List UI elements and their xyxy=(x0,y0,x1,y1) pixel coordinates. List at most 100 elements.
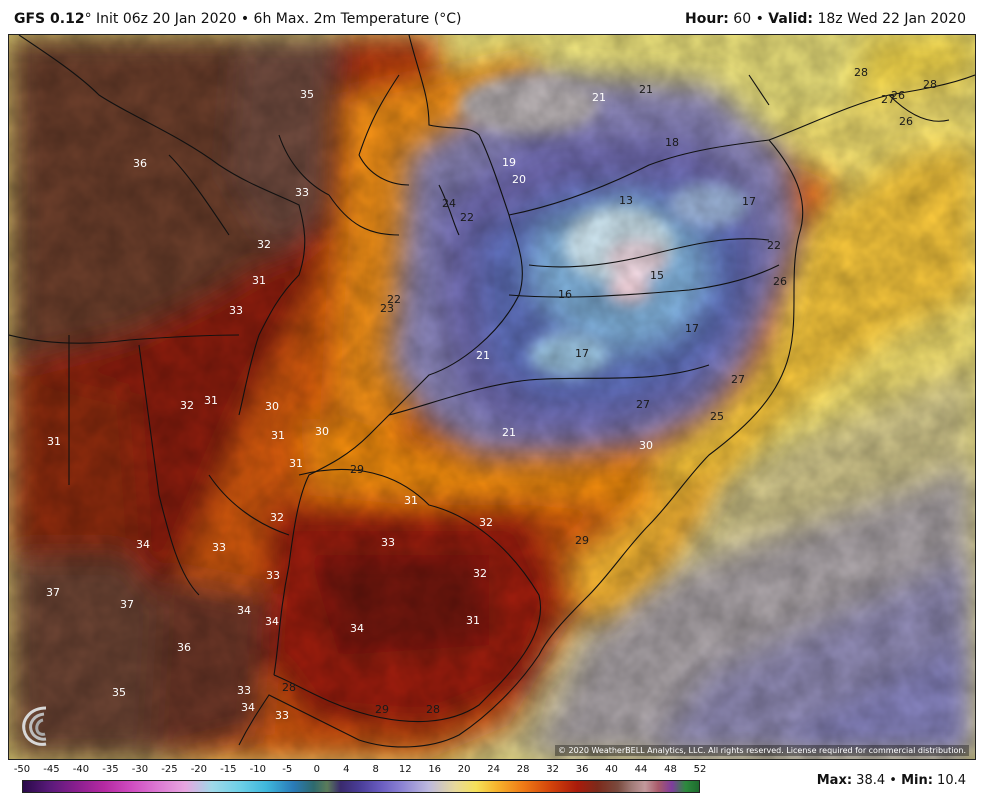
temperature-label: 27 xyxy=(636,398,650,411)
temperature-label: 34 xyxy=(350,622,364,635)
colorbar-tick: 28 xyxy=(516,764,530,775)
temperature-label: 31 xyxy=(204,394,218,407)
colorbar-tick: 24 xyxy=(487,764,501,775)
temperature-label: 34 xyxy=(265,615,279,628)
temperature-label: 30 xyxy=(315,425,329,438)
colorbar-tick: 32 xyxy=(546,764,559,775)
temperature-label: 21 xyxy=(639,83,653,96)
colorbar-tick: 44 xyxy=(634,764,648,775)
temperature-label: 20 xyxy=(512,173,526,186)
colorbar-tick-labels: -50 -45 -40 -35 -30 -25 -20 -15 -10 -5 0 4 8 12 16 20 24… xyxy=(14,764,714,778)
temperature-label: 28 xyxy=(854,66,868,79)
colorbar-tick: -50 xyxy=(13,764,31,775)
colorbar-tick: 12 xyxy=(398,764,412,775)
temperature-label: 28 xyxy=(923,78,937,91)
temperature-label: 17 xyxy=(685,322,699,335)
colorbar-gradient xyxy=(22,780,700,793)
model-name: GFS 0.12 xyxy=(14,11,85,27)
colorbar-tick: 48 xyxy=(664,764,677,775)
temperature-label: 29 xyxy=(375,703,389,716)
colorbar-tick: 52 xyxy=(693,764,707,775)
temperature-label: 32 xyxy=(473,567,487,580)
temperature-label: 17 xyxy=(575,347,589,360)
colorbar-tick: -30 xyxy=(131,764,149,775)
temperature-label: 27 xyxy=(731,373,745,386)
temperature-label: 37 xyxy=(120,598,134,611)
temperature-label: 16 xyxy=(558,288,572,301)
temperature-label: 37 xyxy=(46,586,60,599)
header: GFS 0.12° Init 06z 20 Jan 2020 • 6h Max.… xyxy=(0,0,984,34)
temperature-label: 26 xyxy=(891,89,905,102)
temperature-label: 34 xyxy=(237,604,251,617)
min-label: Min: xyxy=(901,773,933,788)
temperature-label: 32 xyxy=(479,516,493,529)
temperature-label: 30 xyxy=(639,439,653,452)
colorbar-tick: -5 xyxy=(282,764,293,775)
colorbar-tick: -25 xyxy=(161,764,178,775)
temperature-map: 35 36 33 32 31 33 21 21 19 20 18 13 17 24 22 22 23 16 15 17… xyxy=(8,34,976,760)
temperature-label: 23 xyxy=(380,302,394,315)
colorbar-tick: -40 xyxy=(72,764,90,775)
hour-value: 60 • xyxy=(728,11,769,27)
colorbar-tick: -20 xyxy=(190,764,208,775)
temperature-label: 32 xyxy=(180,399,194,412)
temperature-label: 22 xyxy=(460,211,474,224)
hour-label: Hour: xyxy=(685,11,729,27)
temperature-label: 21 xyxy=(592,91,606,104)
temperature-label: 18 xyxy=(665,136,679,149)
temperature-label: 26 xyxy=(899,115,913,128)
temperature-label: 31 xyxy=(466,614,480,627)
temperature-label: 31 xyxy=(252,274,266,287)
temperature-label: 31 xyxy=(404,494,418,507)
colorbar-tick: 0 xyxy=(313,764,320,775)
temperature-label: 13 xyxy=(619,194,633,207)
max-min-readout: Max: 38.4 • Min: 10.4 xyxy=(817,773,966,788)
temperature-label: 28 xyxy=(282,681,296,694)
temperature-label: 26 xyxy=(773,275,787,288)
temperature-label: 32 xyxy=(257,238,271,251)
temperature-label: 33 xyxy=(212,541,226,554)
temperature-label: 31 xyxy=(47,435,61,448)
colorbar-tick: 20 xyxy=(457,764,471,775)
temperature-label: 36 xyxy=(133,157,147,170)
colorbar-tick: 40 xyxy=(605,764,618,775)
min-value: 10.4 xyxy=(932,773,966,788)
init-text: Init 06z 20 Jan 2020 • 6h Max. 2m Temper… xyxy=(91,11,462,27)
temperature-label: 22 xyxy=(387,293,401,306)
temperature-label: 22 xyxy=(767,239,781,252)
temperature-label: 21 xyxy=(476,349,490,362)
temperature-label: 28 xyxy=(426,703,440,716)
colorbar-tick: -35 xyxy=(102,764,119,775)
temperature-label: 21 xyxy=(502,426,516,439)
temperature-label: 35 xyxy=(112,686,126,699)
degree-symbol: ° xyxy=(84,11,92,27)
temperature-label: 31 xyxy=(289,457,303,470)
max-label: Max: xyxy=(816,773,853,788)
title: GFS 0.12° Init 06z 20 Jan 2020 • 6h Max.… xyxy=(14,11,461,27)
temperature-label: 33 xyxy=(237,684,251,697)
temperature-label: 31 xyxy=(271,429,285,442)
colorbar-tick: -10 xyxy=(249,764,266,775)
texture-overlay xyxy=(9,35,975,759)
temperature-label: 29 xyxy=(350,463,364,476)
colorbar: -50 -45 -40 -35 -30 -25 -20 -15 -10 -5 0 4 8 12 16 20 24… xyxy=(14,764,714,804)
valid-value: 18z Wed 22 Jan 2020 xyxy=(813,11,966,27)
temperature-label: 30 xyxy=(265,400,279,413)
temperature-label: 33 xyxy=(229,304,243,317)
temperature-label: 17 xyxy=(742,195,756,208)
colorbar-tick: 4 xyxy=(343,764,350,775)
temperature-label: 36 xyxy=(177,641,191,654)
temperature-label: 32 xyxy=(270,511,284,524)
temperature-label: 15 xyxy=(650,269,664,282)
temperature-label: 33 xyxy=(381,536,395,549)
colorbar-tick: -45 xyxy=(43,764,60,775)
temperature-label: 33 xyxy=(275,709,289,722)
temperature-label: 33 xyxy=(266,569,280,582)
colorbar-tick: 36 xyxy=(575,764,589,775)
valid-time: Hour: 60 • Valid: 18z Wed 22 Jan 2020 xyxy=(685,11,966,27)
temperature-label: 25 xyxy=(710,410,724,423)
valid-label: Valid: xyxy=(768,11,814,27)
temperature-label: 34 xyxy=(241,701,255,714)
